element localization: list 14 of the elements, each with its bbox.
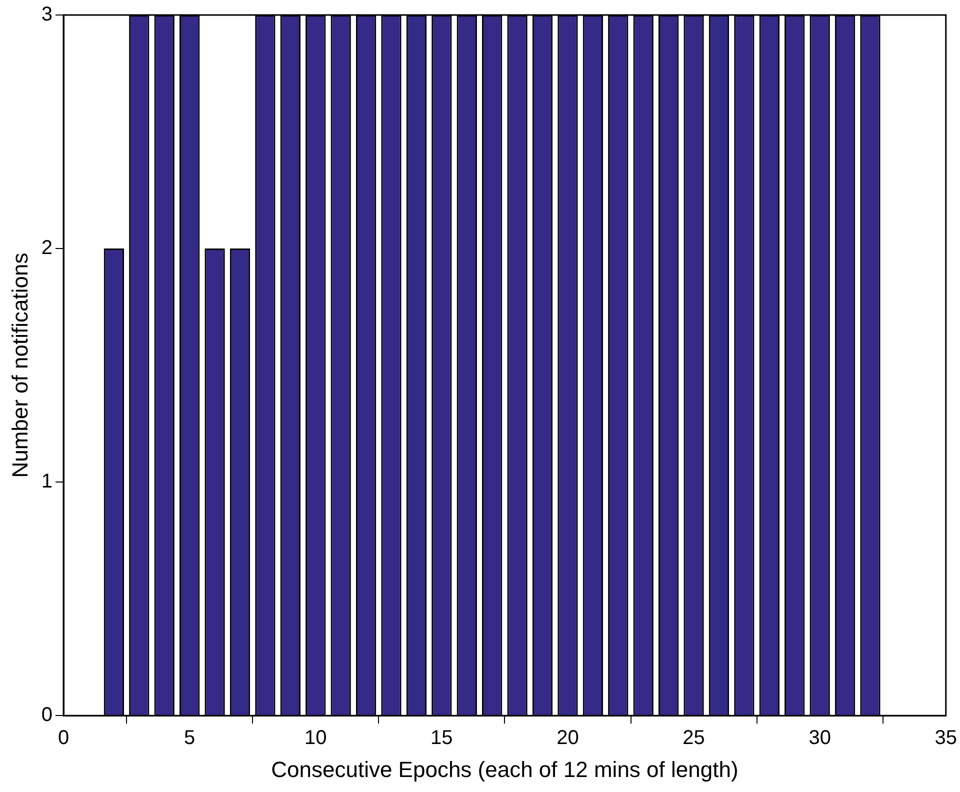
y-tick-label: 0 — [41, 704, 53, 726]
x-tick-label: 10 — [304, 727, 327, 750]
x-axis-title: Consecutive Epochs (each of 12 mins of length) — [271, 756, 738, 782]
x-tick-label: 30 — [808, 727, 831, 750]
x-tick-label: 15 — [430, 727, 453, 750]
x-tick-label: 25 — [682, 727, 705, 750]
x-tick-label: 0 — [58, 727, 70, 750]
y-tick-label: 2 — [41, 237, 53, 260]
x-tick-label: 35 — [934, 727, 957, 750]
y-axis-title: Number of notifications — [7, 252, 32, 478]
y-tick-label: 1 — [41, 470, 53, 493]
x-tick-label: 5 — [184, 727, 196, 750]
y-tick-label: 3 — [41, 4, 53, 26]
x-tick-label: 20 — [556, 727, 579, 750]
